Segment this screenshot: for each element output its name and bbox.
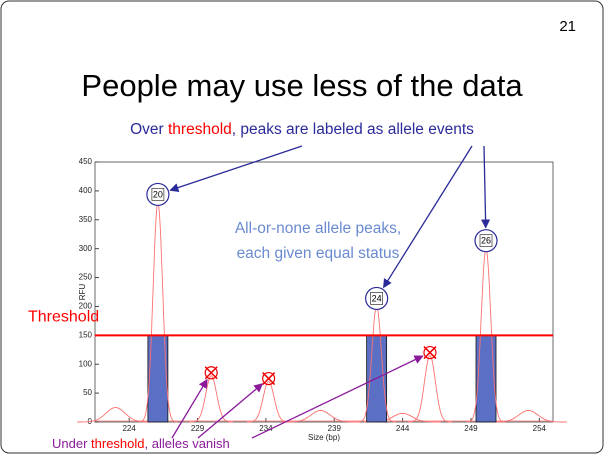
peak — [246, 381, 291, 423]
subtitle-part: , peaks are labeled as allele events — [232, 121, 474, 138]
y-tick-label: 350 — [79, 215, 93, 224]
annotation: All-or-none allele peaks, — [235, 220, 401, 237]
x-tick-label: 239 — [328, 424, 342, 433]
arrow — [251, 355, 424, 439]
footnote-part: , alleles vanish — [145, 436, 230, 451]
arrow — [197, 383, 264, 439]
vanish-circle — [262, 371, 276, 386]
annotation: each given equal status — [237, 245, 400, 262]
vanish-cross — [262, 372, 276, 386]
label-box — [151, 188, 165, 201]
slide-number: 21 — [559, 18, 576, 35]
label-box — [370, 292, 383, 305]
peak-label: 20 — [153, 189, 163, 199]
subtitle-part: threshold — [168, 121, 232, 138]
y-tick-label: 450 — [79, 157, 93, 166]
y-tick-label: 100 — [79, 359, 93, 368]
peak — [189, 375, 234, 423]
footnote-part: Under — [52, 436, 91, 451]
y-tick-label: 250 — [79, 273, 93, 282]
vanish-circle — [204, 366, 218, 380]
vanish-circle — [423, 345, 437, 360]
subtitle-part: Over — [130, 121, 168, 138]
x-tick-label: 224 — [122, 424, 136, 433]
peak-label: 26 — [481, 236, 491, 246]
y-tick-label: 150 — [79, 330, 93, 339]
peak — [282, 409, 359, 423]
footnote: Under threshold, alleles vanish — [52, 436, 230, 451]
threshold-label: Threshold — [28, 309, 99, 326]
vanish-cross — [204, 366, 218, 380]
peak-label: 24 — [372, 293, 382, 303]
x-tick-label: 244 — [396, 424, 410, 433]
x-tick-label: 229 — [191, 424, 205, 433]
x-tick-label: 249 — [464, 424, 478, 433]
arrow — [481, 145, 491, 229]
arrow — [171, 378, 208, 439]
allele-bar — [475, 334, 497, 423]
slide-title: People may use less of the data — [81, 68, 523, 103]
arrow — [169, 145, 303, 193]
subtitle: Over threshold, peaks are labeled as all… — [130, 121, 474, 138]
arrow — [382, 145, 473, 289]
y-axis-label: RFU — [78, 284, 87, 301]
footnote-part: threshold — [91, 436, 144, 451]
y-tick-label: 400 — [79, 186, 93, 195]
x-tick-label: 234 — [259, 424, 273, 433]
x-axis-label: Size (bp) — [308, 433, 340, 442]
y-tick-label: 50 — [83, 388, 92, 397]
x-tick-label: 254 — [533, 424, 547, 433]
peak — [408, 355, 452, 423]
vanish-cross — [423, 346, 437, 360]
y-tick-label: 300 — [79, 244, 93, 253]
y-tick-label: 200 — [79, 302, 93, 311]
label-box — [479, 234, 493, 248]
